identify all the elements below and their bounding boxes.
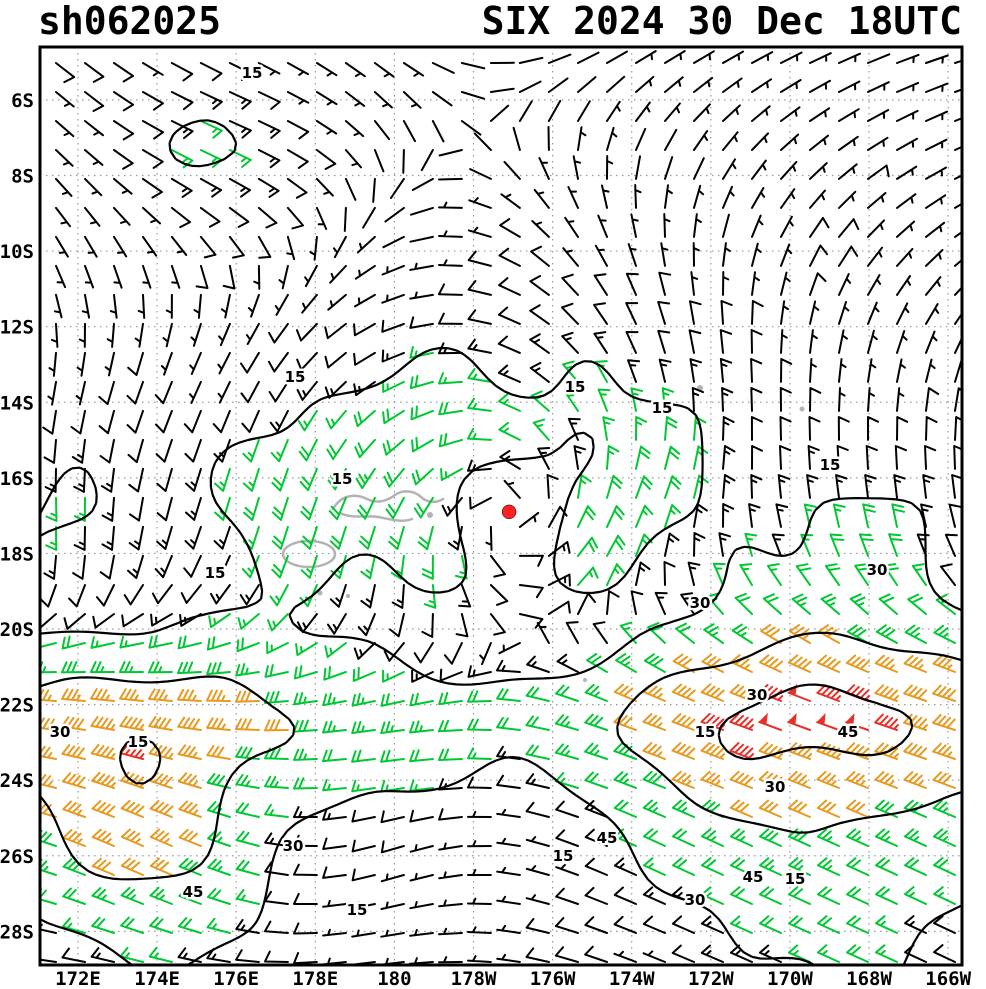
- contour-label: 45: [597, 829, 618, 847]
- storm-center-dot: [501, 504, 517, 520]
- island-dot: [427, 512, 433, 518]
- x-tick-label: 174E: [134, 968, 180, 989]
- isotach-contour-45: [118, 683, 914, 785]
- contour-label: 15: [695, 723, 716, 741]
- contour-label: 15: [128, 733, 149, 751]
- x-tick-label: 170W: [767, 968, 813, 989]
- contour-label: 15: [332, 470, 353, 488]
- coastline-path: [281, 539, 337, 569]
- contour-label: 30: [50, 723, 71, 741]
- y-tick-label: 6S: [11, 90, 34, 112]
- storm-center-marker: [501, 504, 517, 520]
- x-tick-label: 166W: [925, 968, 971, 989]
- contour-label: 15: [205, 564, 226, 582]
- contour-label: 15: [347, 901, 368, 919]
- contour-label: 45: [743, 868, 764, 886]
- contour-label: 30: [765, 778, 786, 796]
- storm-id-title: sh062025: [38, 0, 221, 43]
- x-tick-label: 178W: [451, 968, 497, 989]
- contour-label: 30: [747, 686, 768, 704]
- contour-label: 15: [652, 399, 673, 417]
- y-tick-label: 14S: [0, 392, 34, 414]
- contour-label: 15: [820, 456, 841, 474]
- contour-label: 45: [838, 723, 859, 741]
- y-tick-label: 20S: [0, 619, 34, 641]
- wind-barb-set: [40, 50, 962, 965]
- isotach-contour-15: [40, 119, 962, 965]
- wind-barb-set: [40, 120, 956, 963]
- contour-label: 15: [565, 378, 586, 396]
- contour-label: 30: [283, 837, 304, 855]
- coastline-path: [331, 490, 445, 511]
- x-tick-label: 178E: [292, 968, 338, 989]
- island-dot: [799, 406, 805, 412]
- island-dot: [346, 594, 350, 598]
- coastlines: [281, 385, 805, 682]
- plot-frame: [38, 45, 964, 967]
- contour-label: 45: [183, 883, 204, 901]
- contour-label: 30: [690, 594, 711, 612]
- island-dot: [583, 678, 587, 682]
- island-dot: [317, 590, 323, 596]
- wind-barb-pennants: [758, 683, 855, 726]
- y-tick-label: 10S: [0, 241, 34, 263]
- y-tick-label: 22S: [0, 695, 34, 717]
- y-tick-label: 16S: [0, 468, 34, 490]
- x-tick-label: 172E: [55, 968, 101, 989]
- isotach-contours: [40, 119, 962, 965]
- x-axis-labels: 172E 174E 176E 178E 180 178W 176W 174W 172W 170W 1…: [55, 968, 972, 989]
- contour-label: 15: [242, 64, 263, 82]
- y-tick-label: 26S: [0, 846, 34, 868]
- isotach-contour-30: [40, 631, 962, 881]
- contour-label: 30: [685, 891, 706, 909]
- contour-label: 15: [553, 847, 574, 865]
- x-tick-label: 176W: [530, 968, 576, 989]
- contour-label: 30: [867, 561, 888, 579]
- y-axis-labels: 6S 8S 10S 12S 14S 16S 18S 20S 22S 24S 26S 28S: [0, 90, 34, 943]
- x-tick-label: 172W: [688, 968, 734, 989]
- contour-labels: 15 15 15 15 15 15 15 30 30 30 15 45 30 15 30 30 45 15 45 30…: [47, 62, 890, 922]
- contour-label: 15: [785, 870, 806, 888]
- x-tick-label: 180: [377, 968, 411, 989]
- y-tick-label: 8S: [11, 165, 34, 187]
- wind-barb-set: [40, 623, 956, 876]
- y-tick-label: 12S: [0, 317, 34, 339]
- analysis-time-title: SIX 2024 30 Dec 18UTC: [482, 0, 962, 43]
- y-tick-label: 18S: [0, 543, 34, 565]
- x-tick-label: 174W: [609, 968, 655, 989]
- x-tick-label: 168W: [846, 968, 892, 989]
- coastline-path: [338, 511, 414, 522]
- gridlines: [40, 47, 962, 965]
- y-tick-label: 24S: [0, 770, 34, 792]
- wind-barbs: [40, 50, 962, 965]
- y-tick-label: 28S: [0, 921, 34, 943]
- contour-label: 15: [285, 368, 306, 386]
- x-tick-label: 176E: [213, 968, 259, 989]
